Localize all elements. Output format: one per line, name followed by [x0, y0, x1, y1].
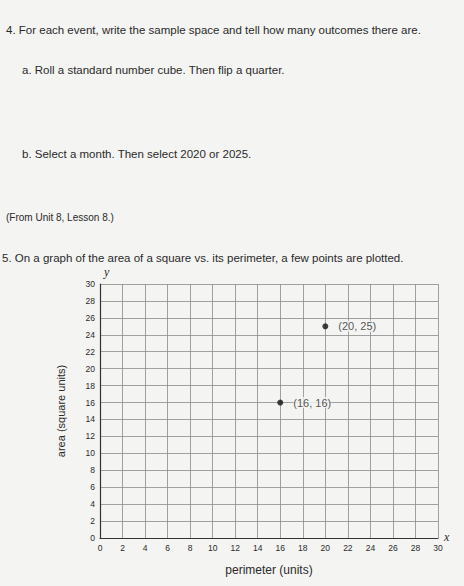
- svg-text:4: 4: [90, 499, 95, 509]
- svg-text:x: x: [443, 530, 450, 544]
- svg-text:y: y: [103, 265, 110, 279]
- svg-text:6: 6: [165, 543, 170, 553]
- svg-text:area (square units): area (square units): [55, 365, 67, 457]
- svg-text:28: 28: [86, 296, 96, 306]
- svg-text:8: 8: [188, 543, 193, 553]
- svg-text:2: 2: [120, 543, 125, 553]
- svg-text:24: 24: [366, 543, 376, 553]
- svg-text:18: 18: [298, 543, 308, 553]
- svg-text:28: 28: [411, 543, 421, 553]
- svg-text:14: 14: [86, 414, 96, 424]
- svg-text:4: 4: [143, 543, 148, 553]
- svg-text:26: 26: [86, 313, 96, 323]
- html-text:5. On a graph of the area of a: 5. On a graph of the area of a square vs…: [2, 252, 404, 264]
- html-text:(From Unit 8, Lesson 8.): (From Unit 8, Lesson 8.): [6, 212, 114, 223]
- svg-text:22: 22: [86, 347, 96, 357]
- svg-text:6: 6: [90, 482, 95, 492]
- svg-text:8: 8: [90, 465, 95, 475]
- svg-text:12: 12: [230, 543, 240, 553]
- svg-text:(16, 16): (16, 16): [293, 397, 331, 409]
- html-text:b. Select a month. Then select: b. Select a month. Then select 2020 or 2…: [22, 148, 252, 160]
- svg-text:perimeter (units): perimeter (units): [225, 563, 312, 577]
- svg-text:26: 26: [388, 543, 398, 553]
- html-text:a. Roll a standard number cube: a. Roll a standard number cube. Then fli…: [22, 64, 285, 76]
- html-text:4. For each event, write the s: 4. For each event, write the sample spac…: [6, 24, 421, 36]
- svg-text:2: 2: [90, 516, 95, 526]
- svg-text:10: 10: [208, 543, 218, 553]
- svg-text:30: 30: [86, 279, 96, 289]
- svg-text:16: 16: [86, 398, 96, 408]
- svg-text:0: 0: [98, 543, 103, 553]
- svg-text:20: 20: [321, 543, 331, 553]
- svg-text:22: 22: [343, 543, 353, 553]
- svg-text:0: 0: [90, 533, 95, 543]
- svg-text:18: 18: [86, 381, 96, 391]
- svg-text:(20, 25): (20, 25): [338, 320, 376, 332]
- svg-text:20: 20: [86, 364, 96, 374]
- svg-text:14: 14: [253, 543, 263, 553]
- svg-text:24: 24: [86, 330, 96, 340]
- svg-text:12: 12: [86, 431, 96, 441]
- svg-text:30: 30: [433, 543, 443, 553]
- svg-text:16: 16: [276, 543, 286, 553]
- svg-text:10: 10: [86, 448, 96, 458]
